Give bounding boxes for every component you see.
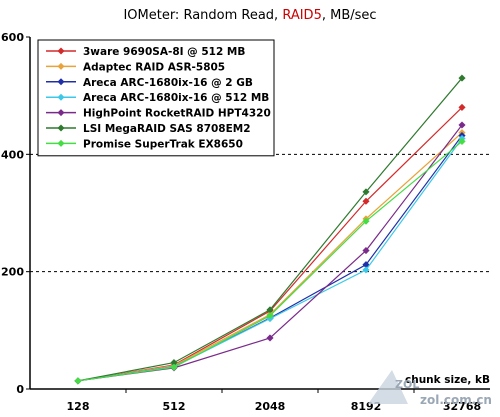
grid-lines [30, 153, 490, 273]
data-point [362, 197, 370, 205]
data-point [458, 74, 466, 82]
data-point [362, 217, 370, 225]
y-tick-labels: 0 200 400 600 [1, 31, 24, 396]
legend-label: Areca ARC-1680ix-16 @ 2 GB [83, 77, 253, 89]
axes [26, 36, 490, 393]
watermark-url: zol.com.cn [420, 393, 492, 407]
data-point [458, 137, 466, 146]
data-point [266, 312, 274, 320]
watermark-logo: ZOL zol.com.cn [368, 370, 492, 407]
legend-label: LSI MegaRAID SAS 8708EM2 [83, 123, 251, 135]
title-part-0: IOMeter: Random Read, [123, 8, 282, 23]
data-point [170, 363, 178, 371]
watermark-text: ZOL [395, 378, 419, 391]
series-line-2 [77, 135, 463, 382]
data-point [458, 103, 466, 112]
title-part-2: , MB/sec [322, 8, 377, 23]
data-point [74, 377, 82, 385]
data-point [362, 266, 370, 274]
legend-label: Adaptec RAID ASR-5805 [83, 61, 225, 73]
legend-swatch-marker [57, 109, 65, 117]
series-line-1 [77, 132, 463, 382]
x-tick-label: 32768 [443, 400, 481, 413]
data-point [362, 246, 370, 255]
legend-swatch-marker [57, 93, 65, 101]
legend-swatch-marker [57, 62, 65, 70]
x-tick-label: 128 [67, 400, 90, 413]
legend: 3ware 9690SA-8I @ 512 MB Adaptec RAID ASR… [37, 39, 275, 157]
series-line-6 [77, 140, 463, 382]
y-tick-label: 0 [16, 383, 24, 396]
legend-swatch-marker [57, 47, 65, 55]
y-tick-label: 200 [1, 266, 24, 279]
x-axis-label: chunk size, kB [405, 374, 490, 386]
data-point [266, 334, 274, 342]
x-tick-label: 2048 [255, 400, 286, 413]
data-point [362, 188, 370, 196]
watermark-shape [368, 370, 408, 404]
data-point [458, 121, 466, 129]
legend-label: HighPoint RocketRAID HPT4320 [83, 108, 271, 120]
legend-label: Areca ARC-1680ix-16 @ 512 MB [83, 92, 269, 104]
legend-box [37, 39, 275, 157]
legend-swatch-marker [57, 139, 65, 147]
series-line-3 [77, 138, 463, 382]
x-tick-labels: 128 512 2048 8192 32768 [67, 400, 482, 413]
legend-label: Promise SuperTrak EX8650 [83, 138, 243, 150]
legend-swatch-marker [57, 124, 65, 132]
x-tick-label: 512 [163, 400, 186, 413]
legend-label: 3ware 9690SA-8I @ 512 MB [83, 46, 245, 58]
y-tick-label: 600 [1, 31, 24, 44]
legend-swatch-marker [57, 78, 65, 86]
title-part-1: RAID5 [282, 8, 322, 23]
chart-title: IOMeter: Random Read, RAID5, MB/sec [123, 8, 376, 23]
series-group [74, 74, 466, 385]
y-tick-label: 400 [1, 148, 24, 161]
